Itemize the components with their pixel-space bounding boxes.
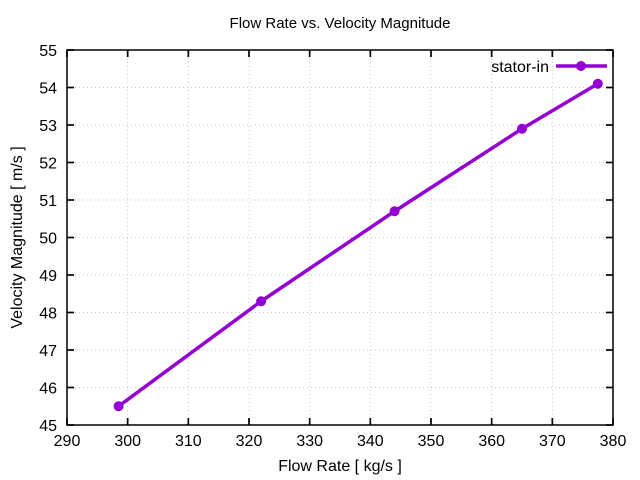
data-point (256, 296, 267, 307)
grid-lines (66, 49, 614, 426)
y-tick-label: 51 (39, 193, 57, 210)
y-tick-labels: 45 46 47 48 49 50 51 52 53 54 55 (39, 43, 57, 435)
data-point (389, 206, 400, 217)
x-tick-labels: 290 300 310 320 330 340 350 360 370 380 (54, 433, 627, 450)
data-series-stator-in (113, 78, 603, 412)
y-tick-label: 52 (39, 156, 57, 173)
y-tick-label: 55 (39, 43, 57, 60)
x-tick-label: 350 (418, 433, 445, 450)
data-point (592, 78, 603, 89)
series-line (116, 82, 600, 408)
legend-marker (576, 61, 586, 71)
y-tick-label: 53 (39, 118, 57, 135)
data-point (113, 401, 124, 412)
x-tick-label: 290 (54, 433, 81, 450)
axis-ticks (66, 49, 614, 426)
legend: stator-in (491, 59, 607, 76)
y-tick-label: 47 (39, 343, 57, 360)
x-tick-label: 380 (600, 433, 627, 450)
x-tick-label: 300 (114, 433, 141, 450)
data-point (517, 123, 527, 134)
y-tick-label: 50 (39, 231, 57, 248)
x-tick-label: 310 (175, 433, 202, 450)
chart-title: Flow Rate vs. Velocity Magnitude (230, 15, 451, 32)
y-tick-label: 46 (39, 381, 57, 398)
y-tick-label: 49 (39, 268, 57, 285)
x-tick-label: 360 (478, 433, 505, 450)
x-tick-label: 370 (539, 433, 566, 450)
x-tick-label: 340 (357, 433, 384, 450)
x-axis-label: Flow Rate [ kg/s ] (278, 458, 402, 475)
y-tick-label: 54 (39, 81, 57, 98)
x-tick-label: 320 (236, 433, 263, 450)
y-tick-label: 45 (39, 418, 57, 435)
y-tick-label: 48 (39, 306, 57, 323)
y-axis-label: Velocity Magnitude [ m/s ] (9, 146, 26, 328)
x-tick-label: 330 (296, 433, 323, 450)
legend-label: stator-in (491, 59, 549, 76)
